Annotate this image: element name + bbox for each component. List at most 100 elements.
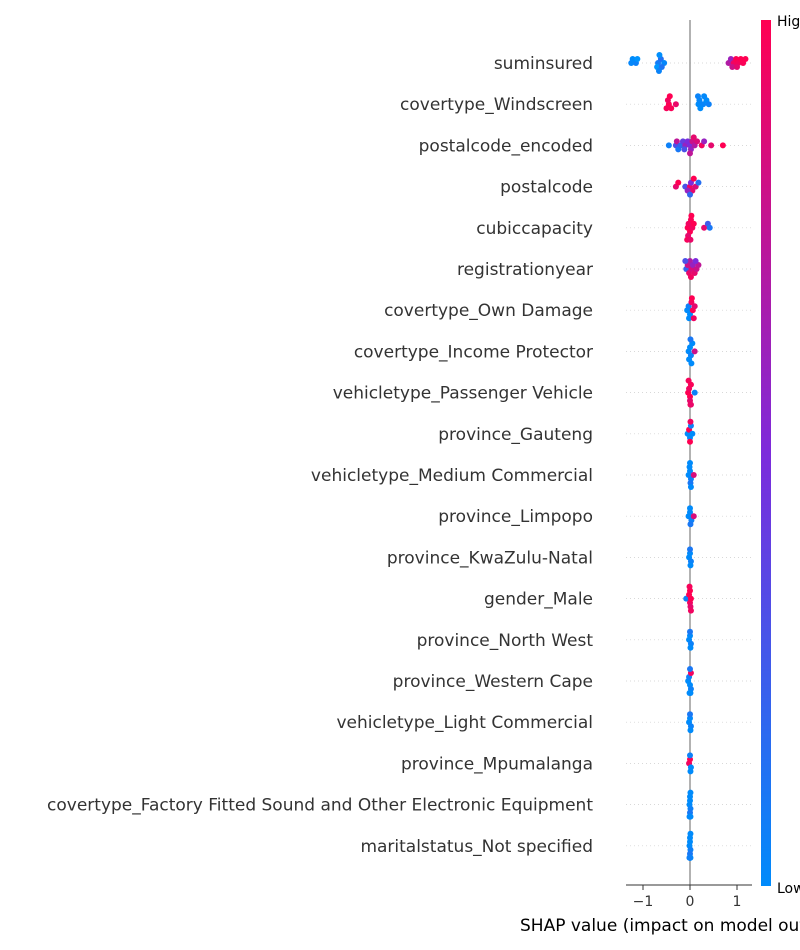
colorbar: High Low: [761, 14, 800, 897]
shap-point: [668, 105, 675, 112]
shap-point: [734, 64, 740, 70]
shap-point: [719, 142, 726, 149]
feature-label: covertype_Income Protector: [354, 342, 593, 362]
shap-point: [706, 224, 713, 231]
shap-point: [687, 484, 694, 490]
shap-point: [690, 472, 697, 478]
feature-label: province_Western Cape: [393, 672, 593, 692]
shap-point: [687, 460, 693, 466]
shap-point: [687, 644, 694, 651]
shap-point: [687, 236, 694, 243]
shap-point: [682, 258, 689, 264]
shap-point: [688, 212, 695, 219]
feature-label: province_Mpumalanga: [401, 754, 593, 774]
shap-point: [687, 628, 693, 635]
shap-point: [687, 595, 694, 602]
shap-point: [687, 438, 693, 445]
shap-point: [742, 56, 749, 62]
shap-point: [687, 562, 694, 569]
shap-point: [686, 854, 693, 861]
points-layer: [628, 52, 749, 861]
shap-point: [691, 303, 698, 310]
shap-point: [686, 315, 693, 322]
feature-label: vehicletype_Light Commercial: [336, 713, 593, 733]
shap-point: [656, 52, 663, 58]
feature-label: cubiccapacity: [476, 219, 593, 239]
shap-point: [687, 813, 694, 820]
shap-point: [675, 179, 682, 186]
colorbar-low-label: Low: [777, 881, 800, 897]
shap-point: [687, 521, 694, 528]
shap-point: [687, 830, 694, 837]
shap-point: [701, 224, 708, 231]
shap-point: [690, 220, 697, 227]
shap-point: [687, 150, 693, 157]
shap-point: [687, 789, 694, 796]
shap-point: [697, 105, 704, 112]
feature-label: covertype_Windscreen: [400, 95, 593, 115]
feature-label: province_North West: [417, 631, 594, 651]
shap-point: [687, 546, 693, 553]
shap-point: [694, 93, 701, 100]
shap-point: [690, 513, 697, 520]
feature-label: covertype_Own Damage: [384, 301, 593, 321]
feature-label: postalcode_encoded: [419, 136, 593, 156]
shap-point: [663, 105, 670, 112]
shap-point: [672, 101, 679, 108]
shap-point: [690, 315, 697, 322]
shap-point: [685, 377, 692, 384]
shap-point: [692, 258, 699, 264]
shap-point: [687, 607, 694, 614]
shap-point: [687, 768, 694, 775]
shap-point: [705, 101, 712, 108]
feature-label: maritalstatus_Not specified: [360, 837, 593, 857]
feature-labels: suminsured covertype_Windscreen postalcode…: [47, 54, 593, 857]
feature-label: registrationyear: [457, 260, 593, 280]
feature-label: vehicletype_Medium Commercial: [311, 466, 593, 486]
shap-point: [690, 175, 697, 182]
shap-point: [687, 752, 693, 759]
feature-label: province_Limpopo: [438, 507, 593, 527]
shap-point: [687, 274, 694, 280]
shap-point: [687, 191, 693, 198]
x-tick-label: 1: [733, 894, 742, 910]
x-axis: −1 0 1: [626, 884, 752, 910]
feature-label: vehicletype_Passenger Vehicle: [333, 384, 593, 404]
shap-point: [665, 142, 672, 149]
shap-point: [688, 360, 695, 367]
feature-label: province_KwaZulu-Natal: [387, 548, 593, 568]
x-tick-label: −1: [633, 894, 654, 910]
shap-point: [691, 389, 698, 396]
colorbar-high-label: High: [777, 14, 800, 30]
shap-point: [634, 56, 641, 62]
shap-point: [687, 418, 694, 425]
shap-point: [687, 505, 693, 512]
shap-point: [687, 666, 693, 672]
shap-point: [687, 711, 693, 718]
shap-point: [701, 138, 708, 145]
shap-point: [687, 336, 694, 343]
feature-label: gender_Male: [484, 590, 593, 610]
shap-point: [686, 583, 693, 590]
feature-label: covertype_Factory Fitted Sound and Other…: [47, 796, 593, 816]
shap-point: [687, 727, 694, 734]
shap-point: [655, 68, 662, 74]
x-axis-title: SHAP value (impact on model output): [520, 916, 800, 936]
feature-label: suminsured: [494, 54, 593, 74]
shap-point: [666, 93, 673, 100]
shap-point: [691, 348, 698, 355]
x-tick-label: 0: [686, 894, 695, 910]
shap-point: [694, 138, 701, 145]
feature-label: province_Gauteng: [438, 425, 593, 445]
feature-gridlines: [626, 62, 752, 847]
shap-point: [695, 179, 702, 186]
shap-point: [688, 295, 695, 302]
shap-point: [729, 64, 736, 70]
shap-point: [708, 142, 715, 149]
feature-label: postalcode: [500, 178, 593, 198]
shap-point: [689, 430, 696, 437]
colorbar-gradient: [761, 20, 771, 886]
shap-point: [628, 60, 635, 66]
shap-point: [673, 138, 680, 145]
